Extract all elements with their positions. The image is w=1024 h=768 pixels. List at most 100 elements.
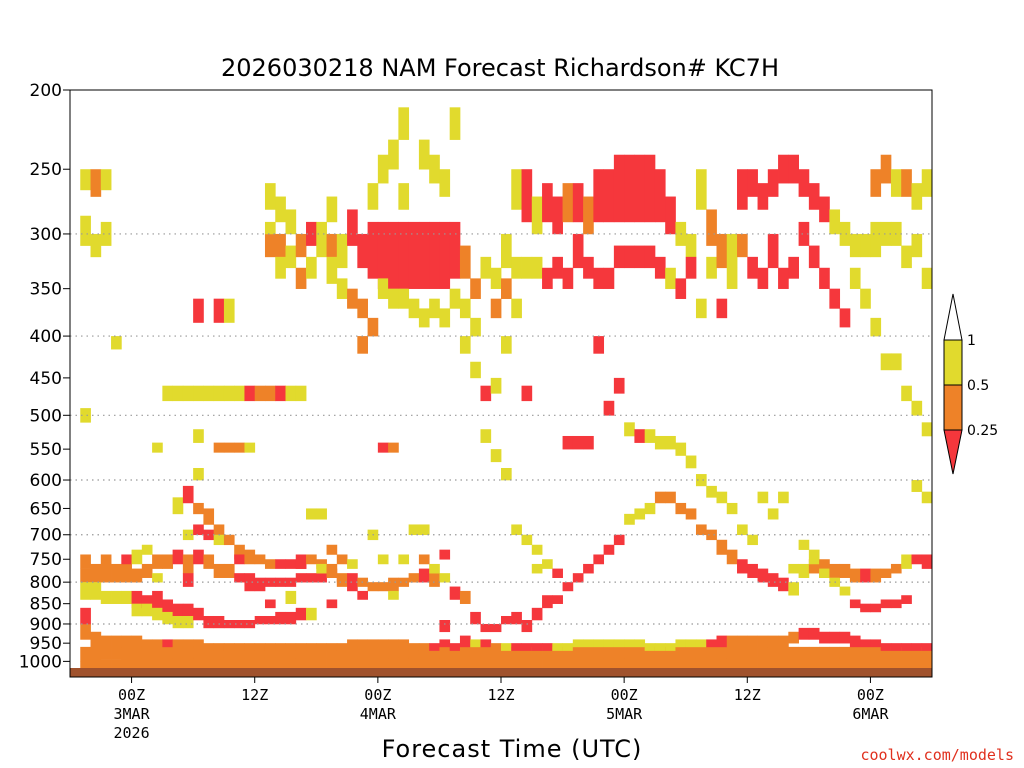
heatmap-cell (439, 549, 451, 560)
heatmap-cell (182, 485, 194, 504)
heatmap-cell (593, 657, 605, 669)
heatmap-cell (706, 529, 717, 541)
y-tick-label: 300 (30, 225, 62, 245)
heatmap-cell (213, 298, 225, 323)
heatmap-cell (223, 563, 235, 578)
heatmap-cell (490, 377, 502, 394)
heatmap-cell (418, 524, 430, 536)
heatmap-cell (193, 298, 204, 323)
heatmap-cell (583, 196, 594, 235)
heatmap-cell (778, 646, 789, 659)
heatmap-cell (429, 657, 440, 669)
heatmap-cell (911, 480, 923, 492)
heatmap-cell (80, 661, 91, 669)
heatmap-cell (316, 563, 327, 574)
heatmap-cell (726, 233, 738, 269)
heatmap-cell (182, 646, 194, 659)
heatmap-cell (644, 646, 656, 659)
heatmap-cell (767, 169, 779, 197)
heatmap-cell (572, 183, 584, 223)
heatmap-cell (264, 221, 276, 235)
heatmap-cell (562, 646, 574, 659)
heatmap-cell (798, 646, 810, 659)
heatmap-cell (264, 643, 276, 651)
heatmap-cell (295, 607, 307, 621)
heatmap-cell (111, 646, 122, 660)
heatmap-cell (121, 657, 132, 669)
heatmap-cell (501, 233, 512, 269)
heatmap-cell (839, 586, 851, 596)
heatmap-cell (162, 639, 174, 648)
heatmap-cell (593, 336, 605, 354)
heatmap-cell (870, 317, 882, 337)
heatmap-cell (429, 573, 440, 587)
heatmap-cell (808, 627, 820, 640)
heatmap-cell (357, 639, 368, 648)
heatmap-cell (80, 582, 91, 600)
x-tick-label: 2026 (114, 724, 150, 742)
heatmap-cell (275, 577, 286, 587)
heatmap-cell (172, 646, 184, 659)
heatmap-cell (377, 646, 389, 659)
heatmap-cell (634, 154, 646, 223)
heatmap-cell (418, 568, 430, 583)
heatmap-cell (603, 657, 615, 669)
heatmap-cell (162, 646, 174, 659)
heatmap-cell (634, 646, 646, 659)
heatmap-cell (367, 317, 379, 337)
heatmap-cell (849, 267, 861, 289)
heatmap-cell (890, 563, 902, 574)
heatmap-cell (172, 615, 184, 629)
heatmap-cell (213, 442, 225, 453)
legend-tick-label: 0.25 (967, 423, 998, 439)
heatmap-cell (603, 169, 615, 223)
heatmap-cell (244, 646, 256, 659)
heatmap-cell (449, 221, 461, 279)
heatmap-cell (336, 646, 348, 659)
heatmap-cell (367, 639, 379, 648)
heatmap-cell (870, 603, 882, 613)
heatmap-cell (726, 635, 738, 648)
heatmap-cell (839, 631, 851, 644)
heatmap-cell (234, 573, 245, 583)
heatmap-cell (244, 442, 256, 453)
heatmap-cell (511, 646, 522, 659)
heatmap-cell (347, 209, 358, 246)
heatmap-cell (367, 582, 379, 592)
heatmap-cell (542, 657, 553, 669)
heatmap-cell (285, 245, 297, 269)
heatmap-cell (716, 491, 728, 504)
heatmap-cell (829, 563, 841, 578)
heatmap-cell (562, 435, 574, 450)
heatmap-cell (572, 639, 584, 648)
heatmap-cell (90, 631, 102, 648)
heatmap-cell (418, 646, 430, 659)
heatmap-cell (347, 288, 358, 309)
heatmap-cell (716, 646, 728, 659)
heatmap-cell (778, 635, 789, 648)
heatmap-cell (778, 154, 789, 184)
heatmap-cell (100, 563, 112, 583)
heatmap-cell (357, 298, 368, 319)
heatmap-cell (501, 657, 512, 669)
heatmap-cell (511, 256, 522, 279)
heatmap-cell (295, 657, 307, 669)
heatmap-cell (706, 485, 717, 498)
heatmap-cell (234, 620, 245, 629)
heatmap-cell (234, 442, 245, 453)
heatmap-cell (336, 577, 348, 587)
heatmap-cell (511, 611, 522, 625)
heatmap-cell (449, 657, 461, 669)
heatmap-cell (244, 582, 256, 592)
heatmap-cell (870, 657, 882, 669)
heatmap-cell (613, 646, 625, 659)
heatmap-cell (100, 169, 112, 191)
heatmap-cell (860, 288, 871, 309)
heatmap-cell (377, 278, 389, 299)
heatmap-cell (572, 573, 584, 583)
heatmap-cell (675, 278, 687, 299)
heatmap-cell (880, 643, 892, 651)
heatmap-cell (624, 657, 635, 669)
heatmap-cell (264, 233, 276, 258)
